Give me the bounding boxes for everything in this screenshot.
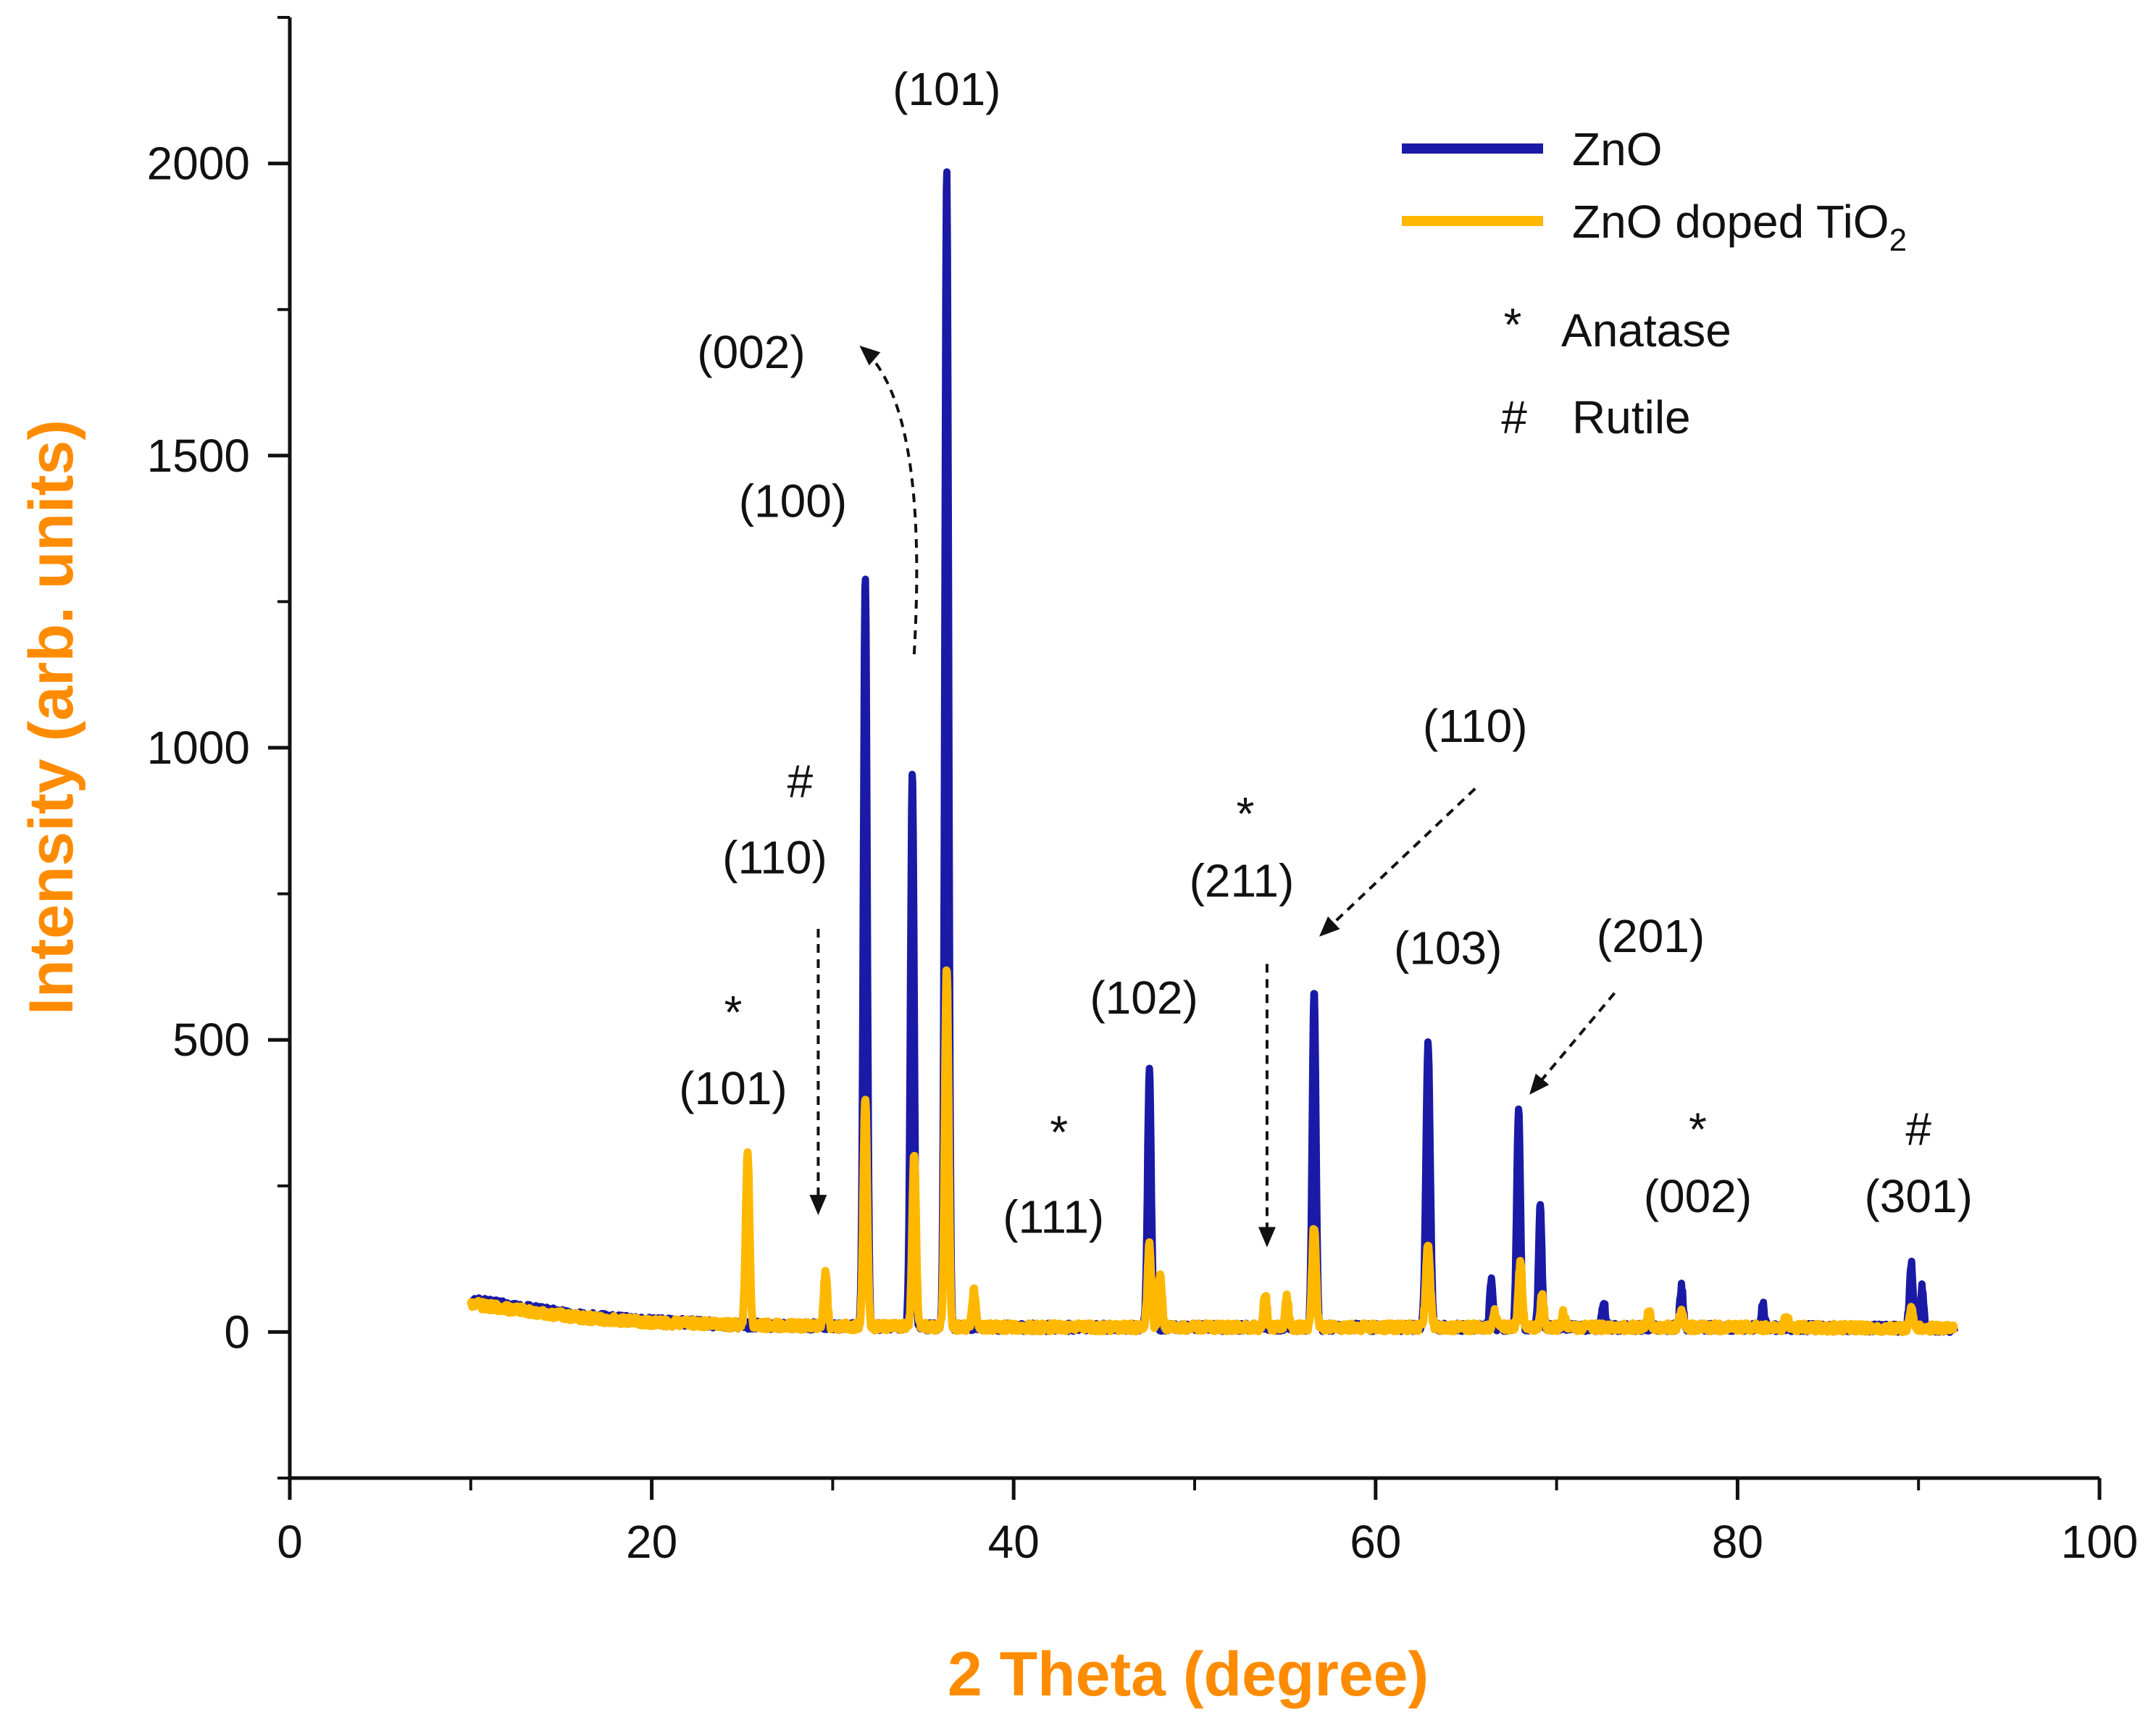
arrow-layer [809,345,1616,1248]
series-line-zno-doped-tio2 [467,966,1958,1337]
y-tick-label: 2000 [147,138,250,190]
x-tick-label: 40 [988,1516,1040,1568]
phase-symbol: * [1689,1103,1707,1155]
phase-symbol: * [1236,788,1254,840]
peak-label: (002) [697,326,805,378]
legend-label-zno-doped-tio2: ZnO doped TiO2 [1572,196,1907,258]
phase-symbol: # [1905,1103,1931,1155]
x-tick-label: 20 [626,1516,677,1568]
series-layer [467,168,1958,1337]
legend: ZnO ZnO doped TiO2 * Anatase # Rutile [1402,123,1907,443]
y-axis-title: Intensity (arb. units) [17,420,86,1015]
peak-label: (103) [1394,922,1502,974]
legend-rutile-label: Rutile [1572,391,1691,443]
x-axis-title: 2 Theta (degree) [948,1640,1429,1709]
y-tick-label: 1000 [147,722,250,774]
x-tick-label: 100 [2061,1516,2139,1568]
peak-label: (002) [1644,1170,1752,1222]
y-tick-label: 0 [224,1306,250,1358]
peak-label: (100) [739,475,847,527]
peak-label: (110) [1423,700,1528,752]
peak-label: (110) [722,831,827,883]
peak-label: (301) [1864,1170,1972,1222]
annotation-arrow [1319,787,1476,937]
phase-symbol: * [1050,1106,1068,1158]
legend-anatase-symbol: * [1504,299,1522,351]
x-tick-label: 80 [1712,1516,1763,1568]
legend-label-subscript: 2 [1889,222,1907,258]
phase-symbol: * [724,986,743,1038]
phase-symbol: # [787,756,814,808]
peak-label: (211) [1190,855,1295,907]
x-tick-label: 0 [277,1516,303,1568]
annotation-layer: (101) (002) (100) # (110) * (101) * (111) (102) * (… [679,63,1973,1243]
y-tick-label: 500 [172,1014,250,1066]
legend-label-main: ZnO doped TiO [1572,196,1889,248]
peak-label: (101) [679,1062,787,1114]
x-tick-label: 60 [1350,1516,1401,1568]
peak-label: (101) [893,63,1000,115]
peak-label: (102) [1090,972,1198,1024]
legend-anatase-label: Anatase [1561,304,1731,356]
annotation-arrow [859,345,919,655]
annotation-arrow [1529,992,1616,1095]
peak-label: (111) [1003,1190,1104,1243]
series-line-zno [467,168,1958,1336]
peak-label: (201) [1597,910,1705,962]
legend-label-zno: ZnO [1572,123,1662,175]
legend-rutile-symbol: # [1501,391,1527,443]
y-tick-label: 1500 [147,430,250,482]
